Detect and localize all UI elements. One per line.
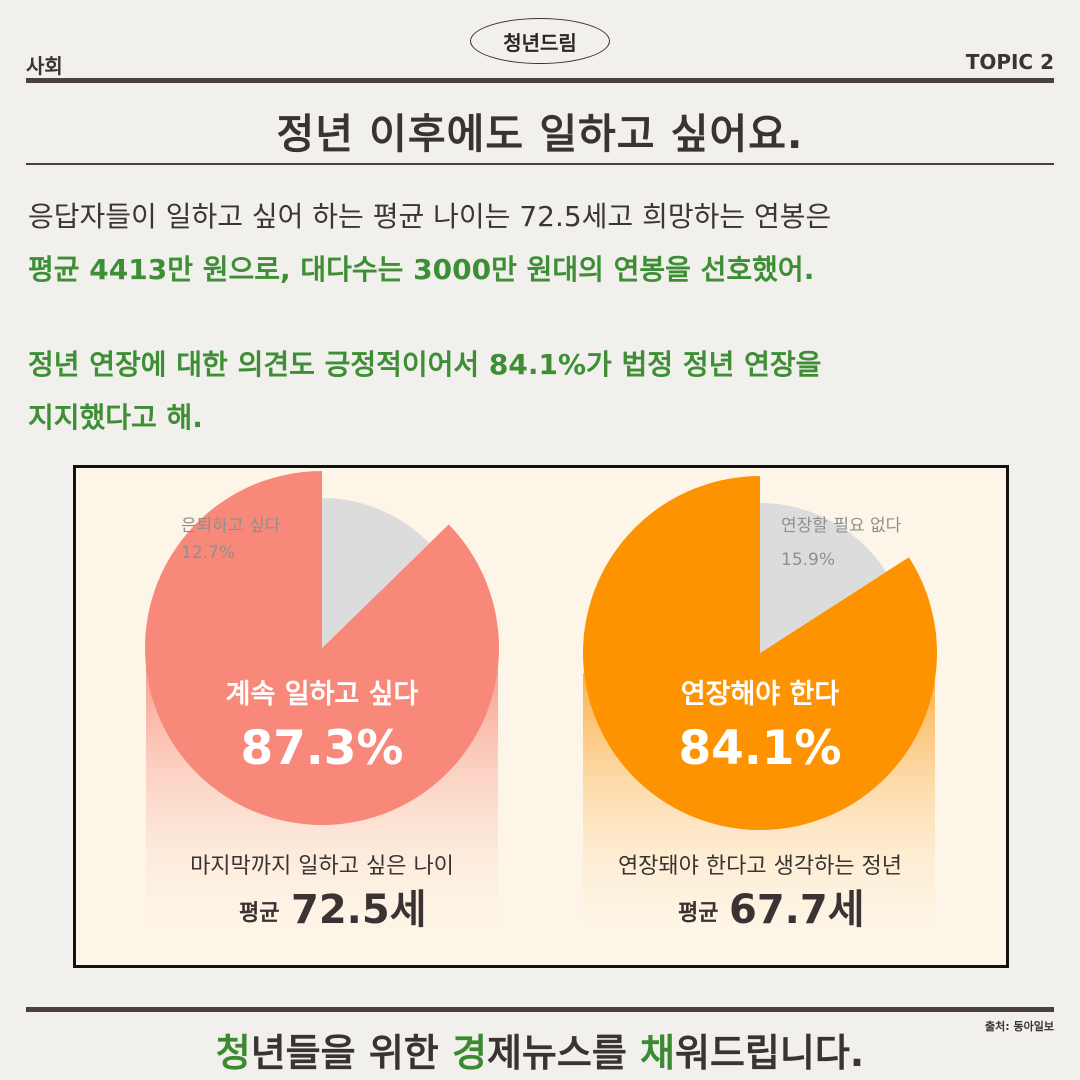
body-line-3: 정년 연장에 대한 의견도 긍정적이어서 84.1%가 법정 정년 연장을 (28, 348, 822, 381)
chart1-major-value: 87.3% (240, 721, 403, 776)
brand-badge: 청년드림 (470, 18, 610, 64)
footer-part-5: 채 (640, 1031, 675, 1075)
chart2-stat-value: 67.7세 (729, 887, 865, 933)
brand-label: 청년드림 (503, 30, 577, 55)
chart1-minor-value: 12.7% (181, 543, 235, 563)
pie-slice-major (583, 476, 938, 830)
body-line-1: 응답자들이 일하고 싶어 하는 평균 나이는 72.5세고 희망하는 연봉은 (28, 200, 832, 233)
pie-slice-minor (322, 498, 430, 648)
chart1-caption: 마지막까지 일하고 싶은 나이 (190, 854, 454, 879)
chart2-major-label: 연장해야 한다 (681, 679, 840, 710)
pie-slice-minor (760, 503, 887, 653)
topic-label: TOPIC 2 (965, 50, 1054, 74)
chart2-minor-value: 15.9% (781, 550, 835, 570)
body-paragraph-2: 정년 연장에 대한 의견도 긍정적이어서 84.1%가 법정 정년 연장을 지지… (28, 338, 1058, 444)
pie-chart-extension (583, 476, 938, 830)
title-divider (26, 163, 1054, 165)
chart-panel: 은퇴하고 싶다 12.7% 계속 일하고 싶다 87.3% 마지막까지 일하고 … (73, 465, 1009, 968)
page-title: 정년 이후에도 일하고 싶어요. (276, 110, 804, 158)
chart1-major-label: 계속 일하고 싶다 (226, 679, 419, 710)
body-paragraph-1: 응답자들이 일하고 싶어 하는 평균 나이는 72.5세고 희망하는 연봉은 평… (28, 190, 1058, 296)
footer-slogan: 청년들을 위한 경제뉴스를 채워드립니다. (0, 1022, 1080, 1077)
category-label: 사회 (26, 54, 63, 78)
chart1-stat-prefix: 평균 (239, 901, 279, 926)
footer-part-6: 워드립니다. (675, 1031, 865, 1075)
chart2-caption: 연장돼야 한다고 생각하는 정년 (618, 854, 902, 879)
chart1-stat-value: 72.5세 (291, 887, 427, 933)
body-line-2: 평균 4413만 원으로, 대다수는 3000만 원대의 연봉을 선호했어. (28, 253, 815, 286)
chart2-minor-label: 연장할 필요 없다 (781, 516, 902, 536)
pie-slice-major (145, 471, 500, 825)
chart2-major-value: 84.1% (678, 721, 841, 776)
footer-part-3: 경 (451, 1031, 487, 1075)
chart1-minor-label: 은퇴하고 싶다 (181, 516, 281, 536)
footer-part-2: 년들을 위한 (250, 1031, 452, 1075)
footer-divider (26, 1007, 1054, 1012)
header-divider (26, 78, 1054, 83)
footer-part-1: 청 (215, 1031, 251, 1075)
footer-part-4: 제뉴스를 (486, 1031, 641, 1075)
body-line-4: 지지했다고 해. (28, 401, 203, 434)
pie-charts: 은퇴하고 싶다 12.7% 계속 일하고 싶다 87.3% 마지막까지 일하고 … (145, 471, 938, 965)
chart2-stat-prefix: 평균 (678, 901, 718, 926)
pie-chart-work (145, 471, 500, 825)
source-credit: 출처: 동아일보 (985, 1020, 1054, 1033)
